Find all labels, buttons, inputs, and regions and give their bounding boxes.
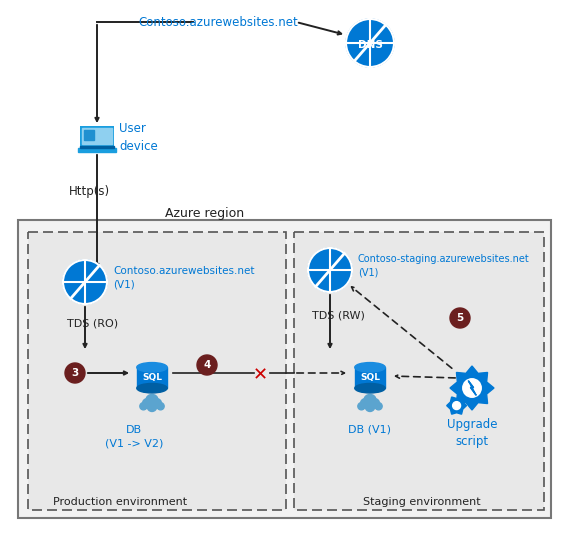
FancyBboxPatch shape <box>294 232 544 510</box>
Circle shape <box>365 402 375 411</box>
Circle shape <box>157 403 164 410</box>
Circle shape <box>308 248 352 292</box>
Text: Upgrade
script: Upgrade script <box>447 418 497 448</box>
Circle shape <box>146 394 158 407</box>
Circle shape <box>358 403 365 410</box>
Text: 4: 4 <box>204 360 211 370</box>
Circle shape <box>142 399 152 408</box>
Bar <box>84 130 94 140</box>
Ellipse shape <box>355 383 385 393</box>
Text: User
device: User device <box>119 123 158 153</box>
Text: 5: 5 <box>456 313 464 323</box>
Bar <box>82 128 112 144</box>
Polygon shape <box>447 397 467 414</box>
Bar <box>355 367 385 388</box>
Polygon shape <box>468 381 476 395</box>
Text: DB (V1): DB (V1) <box>349 425 391 435</box>
Ellipse shape <box>137 362 167 372</box>
FancyBboxPatch shape <box>18 220 551 518</box>
Circle shape <box>361 399 370 408</box>
Text: 3: 3 <box>71 368 79 378</box>
Text: DB
(V1 -> V2): DB (V1 -> V2) <box>105 425 163 448</box>
Text: SQL: SQL <box>360 373 380 382</box>
Bar <box>137 367 167 388</box>
Text: Production environment: Production environment <box>53 497 187 507</box>
Text: TDS (RW): TDS (RW) <box>312 310 365 320</box>
FancyBboxPatch shape <box>28 232 286 510</box>
Circle shape <box>65 363 85 383</box>
Text: DNS: DNS <box>358 40 382 50</box>
Circle shape <box>450 308 470 328</box>
Text: Azure region: Azure region <box>166 206 244 219</box>
Text: Http(s): Http(s) <box>69 185 110 199</box>
Circle shape <box>370 399 379 408</box>
Ellipse shape <box>355 362 385 372</box>
Circle shape <box>152 399 162 408</box>
Ellipse shape <box>137 383 167 393</box>
Bar <box>80 126 114 148</box>
Circle shape <box>346 19 394 67</box>
Polygon shape <box>450 366 494 410</box>
Bar <box>80 146 114 148</box>
Text: Contoso.azurewebsites.net
(V1): Contoso.azurewebsites.net (V1) <box>113 266 255 290</box>
Text: TDS (RO): TDS (RO) <box>67 318 118 328</box>
Circle shape <box>452 402 460 410</box>
Text: Contoso-staging.azurewebsites.net
(V1): Contoso-staging.azurewebsites.net (V1) <box>358 255 530 278</box>
Circle shape <box>197 355 217 375</box>
Bar <box>78 148 116 152</box>
Circle shape <box>463 379 481 397</box>
Circle shape <box>147 402 156 411</box>
Text: Staging environment: Staging environment <box>363 497 481 507</box>
Circle shape <box>63 260 107 304</box>
Text: SQL: SQL <box>142 373 162 382</box>
Text: ✕: ✕ <box>252 366 268 384</box>
Circle shape <box>140 403 147 410</box>
Text: Contoso.azurewebsites.net: Contoso.azurewebsites.net <box>138 15 298 29</box>
Circle shape <box>364 394 376 407</box>
Circle shape <box>375 403 382 410</box>
